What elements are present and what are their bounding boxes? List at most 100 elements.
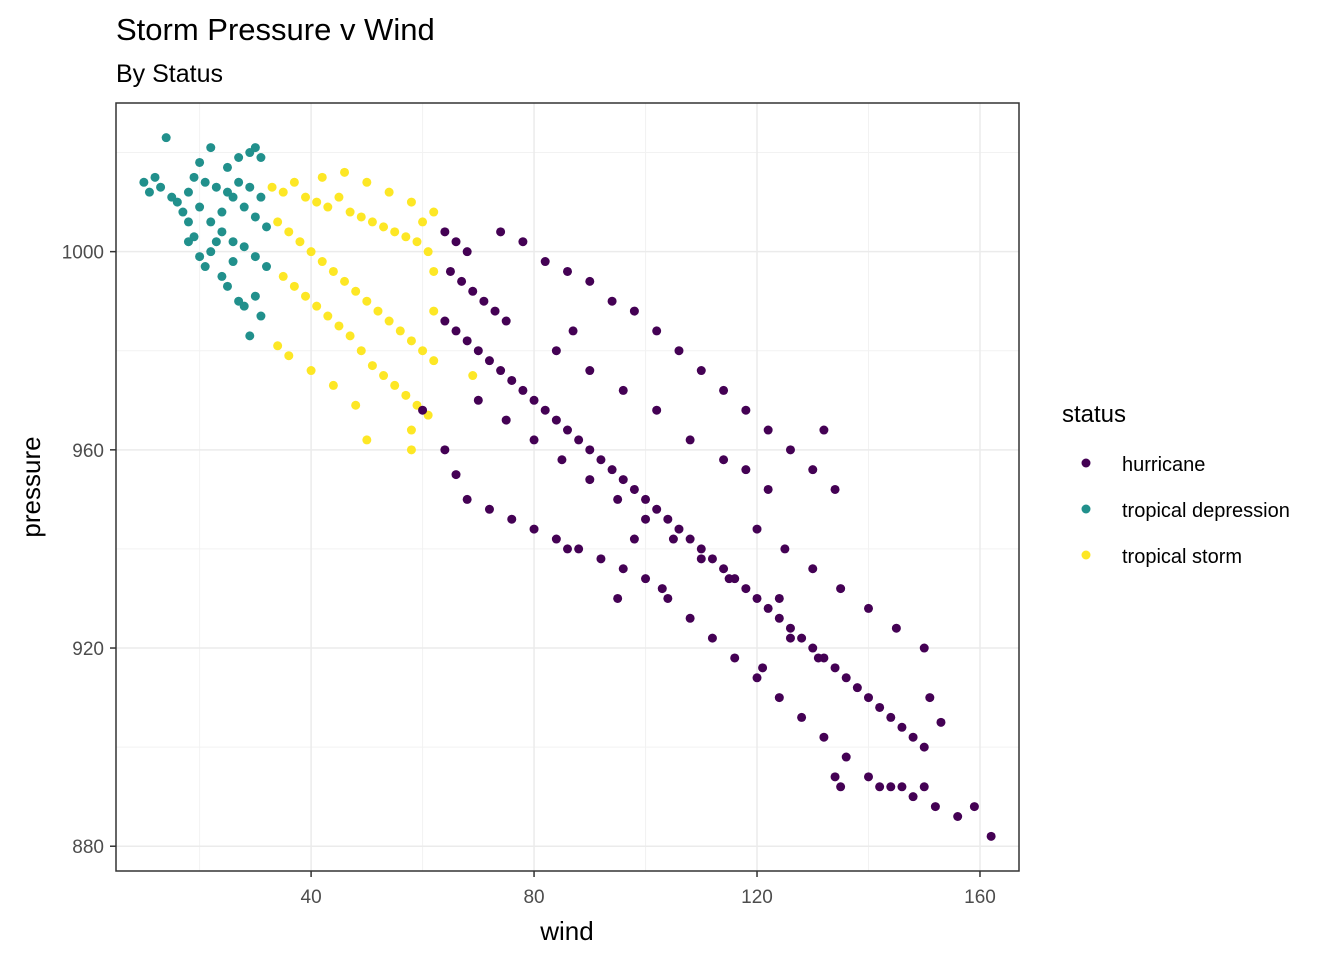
- data-point: [468, 371, 478, 381]
- data-point: [897, 782, 907, 792]
- data-point: [919, 643, 929, 653]
- data-point: [618, 475, 628, 485]
- data-point: [685, 534, 695, 544]
- data-point: [390, 380, 400, 390]
- x-axis-ticks: 40 80 120 160: [301, 871, 996, 908]
- data-point: [774, 693, 784, 703]
- data-point: [334, 321, 344, 331]
- data-point: [334, 192, 344, 202]
- data-point: [707, 633, 717, 643]
- x-tick-label: 160: [964, 887, 996, 908]
- y-tick-label: 880: [72, 837, 104, 858]
- data-point: [529, 395, 539, 405]
- data-point: [540, 405, 550, 415]
- chart-title: Storm Pressure v Wind: [116, 12, 435, 47]
- data-point: [451, 470, 461, 480]
- data-point: [351, 400, 361, 410]
- data-point: [356, 212, 366, 222]
- data-point: [618, 564, 628, 574]
- data-point: [830, 484, 840, 494]
- data-point: [507, 375, 517, 385]
- data-point: [295, 237, 305, 247]
- data-point: [273, 341, 283, 351]
- data-point: [551, 415, 561, 425]
- data-point: [596, 554, 606, 564]
- data-point: [195, 252, 205, 262]
- data-point: [468, 286, 478, 296]
- data-point: [808, 465, 818, 475]
- legend: status hurricane tropical depression tropi…: [1062, 401, 1290, 568]
- data-point: [629, 306, 639, 316]
- data-point: [234, 177, 244, 187]
- data-point: [222, 187, 232, 197]
- data-point: [217, 271, 227, 281]
- data-point: [758, 663, 768, 673]
- data-point: [696, 554, 706, 564]
- data-point: [607, 296, 617, 306]
- data-point: [529, 524, 539, 534]
- data-point: [813, 653, 823, 663]
- data-point: [462, 247, 472, 257]
- data-point: [312, 301, 322, 311]
- data-point: [239, 202, 249, 212]
- data-point: [529, 435, 539, 445]
- data-point: [785, 623, 795, 633]
- y-tick-label: 1000: [62, 243, 104, 264]
- data-point: [200, 177, 210, 187]
- data-point: [183, 217, 193, 227]
- data-point: [518, 237, 528, 247]
- data-point: [217, 207, 227, 217]
- data-point: [222, 281, 232, 291]
- data-point: [250, 291, 260, 301]
- y-tick-label: 960: [72, 441, 104, 462]
- data-point: [518, 385, 528, 395]
- data-point: [250, 143, 260, 153]
- chart-subtitle: By Status: [116, 60, 223, 88]
- data-point: [289, 281, 299, 291]
- data-point: [195, 202, 205, 212]
- data-point: [323, 311, 333, 321]
- data-point: [719, 564, 729, 574]
- y-axis-ticks: 880 920 960 1000: [62, 243, 116, 858]
- data-point: [886, 712, 896, 722]
- data-point: [613, 593, 623, 603]
- data-point: [641, 514, 651, 524]
- data-point: [613, 494, 623, 504]
- data-point: [501, 415, 511, 425]
- data-point: [641, 574, 651, 584]
- x-tick-label: 40: [301, 887, 322, 908]
- data-point: [301, 192, 311, 202]
- data-point: [161, 133, 171, 143]
- data-point: [222, 162, 232, 172]
- data-point: [891, 623, 901, 633]
- data-point: [195, 157, 205, 167]
- data-point: [178, 207, 188, 217]
- data-point: [278, 271, 288, 281]
- data-point: [785, 445, 795, 455]
- data-point: [763, 603, 773, 613]
- data-point: [440, 227, 450, 237]
- data-point: [836, 782, 846, 792]
- data-point: [217, 227, 227, 237]
- data-point: [245, 331, 255, 341]
- data-point: [808, 564, 818, 574]
- data-point: [852, 683, 862, 693]
- data-point: [724, 574, 734, 584]
- data-point: [484, 356, 494, 366]
- data-point: [418, 217, 428, 227]
- data-point: [908, 732, 918, 742]
- data-point: [473, 346, 483, 356]
- data-point: [752, 673, 762, 683]
- data-point: [418, 346, 428, 356]
- data-point: [574, 544, 584, 554]
- data-point: [841, 673, 851, 683]
- data-point: [685, 435, 695, 445]
- data-point: [719, 385, 729, 395]
- data-point: [373, 306, 383, 316]
- data-point: [301, 291, 311, 301]
- data-point: [412, 237, 422, 247]
- data-point: [864, 772, 873, 782]
- data-point: [568, 326, 578, 336]
- data-point: [457, 276, 467, 286]
